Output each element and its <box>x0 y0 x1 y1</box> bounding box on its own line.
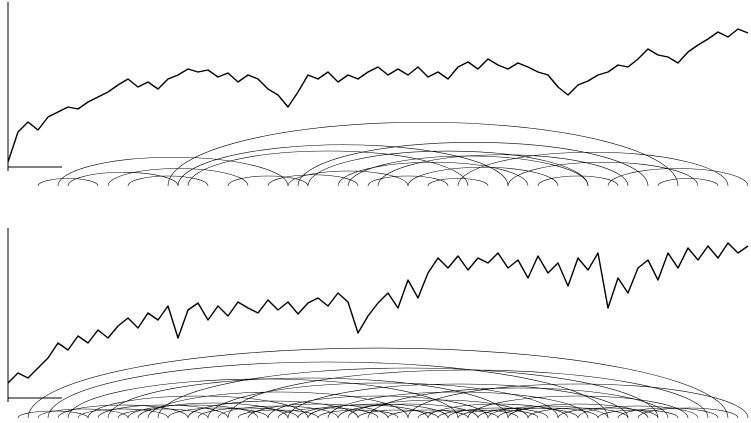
arc <box>477 407 579 419</box>
arc <box>657 178 719 187</box>
arc <box>447 407 549 419</box>
arc <box>137 402 289 419</box>
line <box>7 242 749 384</box>
arc <box>307 150 589 187</box>
arc <box>387 409 469 419</box>
arc <box>247 403 389 419</box>
arc <box>147 391 409 419</box>
arc <box>617 407 719 419</box>
line <box>7 28 749 163</box>
arc <box>457 151 729 187</box>
arc <box>117 408 209 419</box>
arc <box>527 407 629 419</box>
arc <box>367 175 449 187</box>
arc <box>207 382 559 419</box>
arc <box>267 174 359 187</box>
arc <box>237 409 319 419</box>
arc <box>307 403 449 419</box>
arc <box>227 369 709 419</box>
arc <box>347 155 589 187</box>
arc <box>507 161 699 187</box>
arc <box>407 166 559 187</box>
arc <box>17 410 89 419</box>
arc <box>557 407 659 419</box>
arc <box>577 405 699 419</box>
arc <box>47 361 609 419</box>
arc <box>287 170 409 187</box>
arc <box>267 395 489 419</box>
arc <box>407 383 749 419</box>
arc <box>67 171 179 187</box>
arc <box>197 407 299 419</box>
arc <box>27 347 729 419</box>
arc <box>57 156 289 187</box>
arc <box>607 168 749 187</box>
arc <box>497 407 599 419</box>
arc <box>297 404 429 419</box>
arc <box>37 178 99 187</box>
arc <box>157 367 659 419</box>
arc <box>487 405 609 419</box>
arc <box>127 175 209 187</box>
arc <box>337 403 479 419</box>
arc <box>537 175 619 187</box>
arc <box>37 408 129 419</box>
arc <box>377 154 629 187</box>
arc <box>57 404 189 419</box>
arc <box>427 178 489 187</box>
arc <box>187 150 469 187</box>
arc <box>437 409 519 419</box>
arc <box>367 387 669 419</box>
arc <box>97 404 229 419</box>
arc <box>297 141 649 187</box>
arc <box>107 377 509 419</box>
arc <box>337 161 529 187</box>
arc <box>277 407 379 419</box>
arc <box>167 121 679 187</box>
arc <box>637 407 739 419</box>
arc <box>327 391 589 419</box>
arc <box>227 175 309 187</box>
arc <box>507 403 649 419</box>
arc <box>417 409 499 419</box>
arc <box>427 403 569 419</box>
arc <box>287 383 629 419</box>
arc <box>317 409 399 419</box>
arc <box>107 168 249 187</box>
arc <box>217 405 339 419</box>
arc <box>77 408 169 419</box>
arc <box>167 407 269 419</box>
arc <box>357 409 439 419</box>
